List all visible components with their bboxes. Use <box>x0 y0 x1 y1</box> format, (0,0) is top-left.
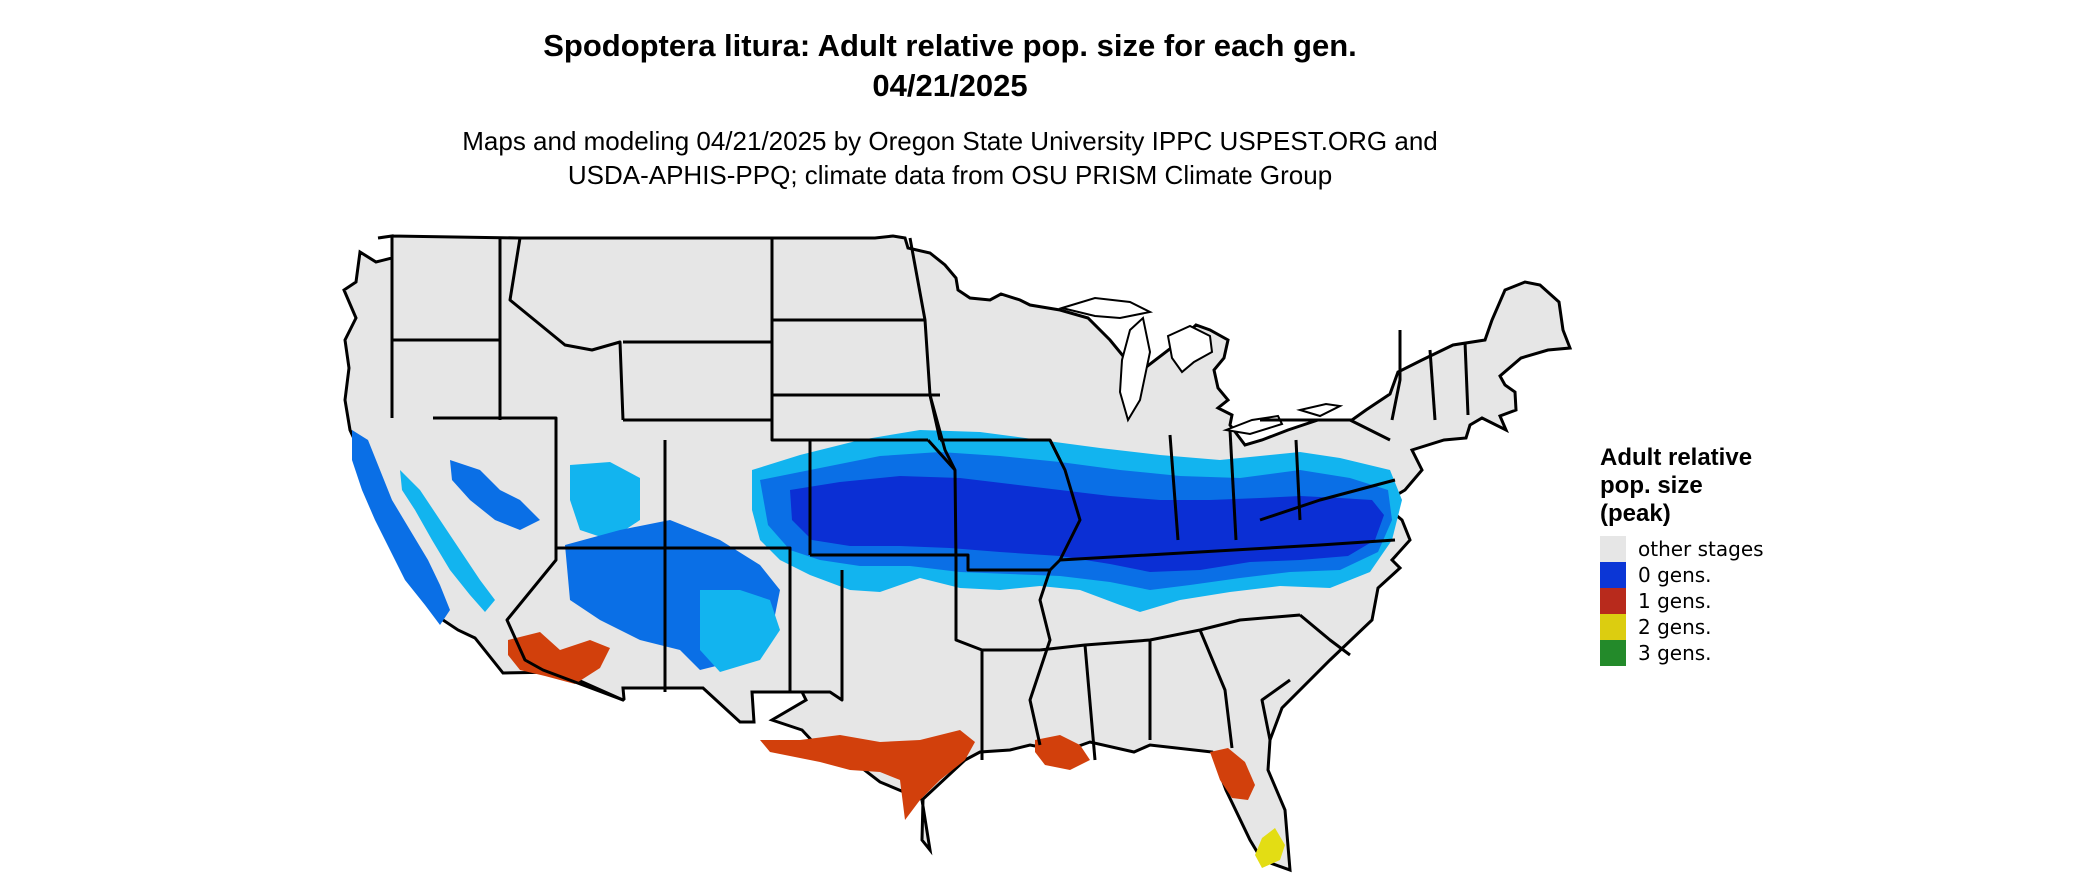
us-map <box>342 234 1573 873</box>
legend-item-1-gens: 1 gens. <box>1600 588 1764 614</box>
zone-yellow-south-florida <box>1255 828 1285 868</box>
subtitle-line-2: USDA-APHIS-PPQ; climate data from OSU PR… <box>567 160 1333 190</box>
state-borders <box>390 236 1470 761</box>
legend-item-0-gens: 0 gens. <box>1600 562 1764 588</box>
legend-swatch <box>1600 640 1626 666</box>
legend-title: Adult relative pop. size (peak) <box>1600 444 1764 528</box>
legend-label: 2 gens. <box>1638 615 1712 639</box>
state-border-40 <box>1299 613 1351 657</box>
state-border-19 <box>790 570 844 702</box>
zone-blue-great-basin <box>450 460 540 530</box>
map-subtitle: Maps and modeling 04/21/2025 by Oregon S… <box>0 124 1900 192</box>
state-border-37 <box>1428 349 1437 421</box>
state-border-18 <box>810 553 1050 572</box>
legend-title-line-2: pop. size <box>1600 472 1703 499</box>
state-border-26 <box>1059 538 1396 562</box>
legend-swatch <box>1600 588 1626 614</box>
legend-label: other stages <box>1638 537 1764 561</box>
zone-red-louisiana-coast <box>1035 735 1090 770</box>
legend-item-2-gens: 2 gens. <box>1600 614 1764 640</box>
state-border-34 <box>1259 478 1396 522</box>
legend-label: 0 gens. <box>1638 563 1712 587</box>
legend-label: 3 gens. <box>1638 641 1712 665</box>
legend-swatch <box>1600 562 1626 588</box>
state-border-35 <box>1260 418 1391 442</box>
zone-light-blue-california-valley <box>400 470 495 612</box>
zone-red-arizona-desert <box>508 632 610 684</box>
zone-red-texas-gulf-coast <box>760 730 975 820</box>
legend-swatch <box>1600 614 1626 640</box>
title-line-2: 04/21/2025 <box>872 68 1028 103</box>
state-border-38 <box>1463 341 1470 416</box>
legend-swatch <box>1600 536 1626 562</box>
legend-item-other-stages: other stages <box>1600 536 1764 562</box>
state-border-30 <box>1198 629 1234 749</box>
legend-title-line-3: (peak) <box>1600 500 1671 527</box>
state-border-24 <box>1028 569 1052 746</box>
state-border-39 <box>1260 678 1291 741</box>
subtitle-line-1: Maps and modeling 04/21/2025 by Oregon S… <box>462 126 1438 156</box>
legend-label: 1 gens. <box>1638 589 1712 613</box>
state-border-28 <box>1083 644 1097 761</box>
title-line-1: Spodoptera litura: Adult relative pop. s… <box>543 28 1357 63</box>
state-border-11 <box>665 546 792 692</box>
state-border-31 <box>1168 434 1180 541</box>
legend-items: other stages 0 gens. 1 gens. 2 gens. 3 g… <box>1600 536 1764 666</box>
zone-light-blue-utah <box>570 462 640 540</box>
state-border-20 <box>954 560 984 760</box>
legend-title-line-1: Adult relative <box>1600 444 1753 471</box>
legend: Adult relative pop. size (peak) other st… <box>1600 444 1764 666</box>
state-border-32 <box>1228 429 1238 541</box>
state-border-36 <box>1390 330 1402 421</box>
state-border-17 <box>928 394 958 561</box>
zone-light-blue-new-mexico <box>700 590 780 672</box>
map-title: Spodoptera litura: Adult relative pop. s… <box>0 26 1900 106</box>
state-border-21 <box>926 438 957 472</box>
zone-red-florida-peninsula <box>1210 748 1255 800</box>
legend-item-3-gens: 3 gens. <box>1600 640 1764 666</box>
state-border-23 <box>1048 439 1082 572</box>
zone-blue-california-coast <box>352 430 450 625</box>
state-border-4 <box>508 237 625 421</box>
state-border-27 <box>1039 613 1301 652</box>
zone-dark-blue-core <box>790 476 1384 572</box>
